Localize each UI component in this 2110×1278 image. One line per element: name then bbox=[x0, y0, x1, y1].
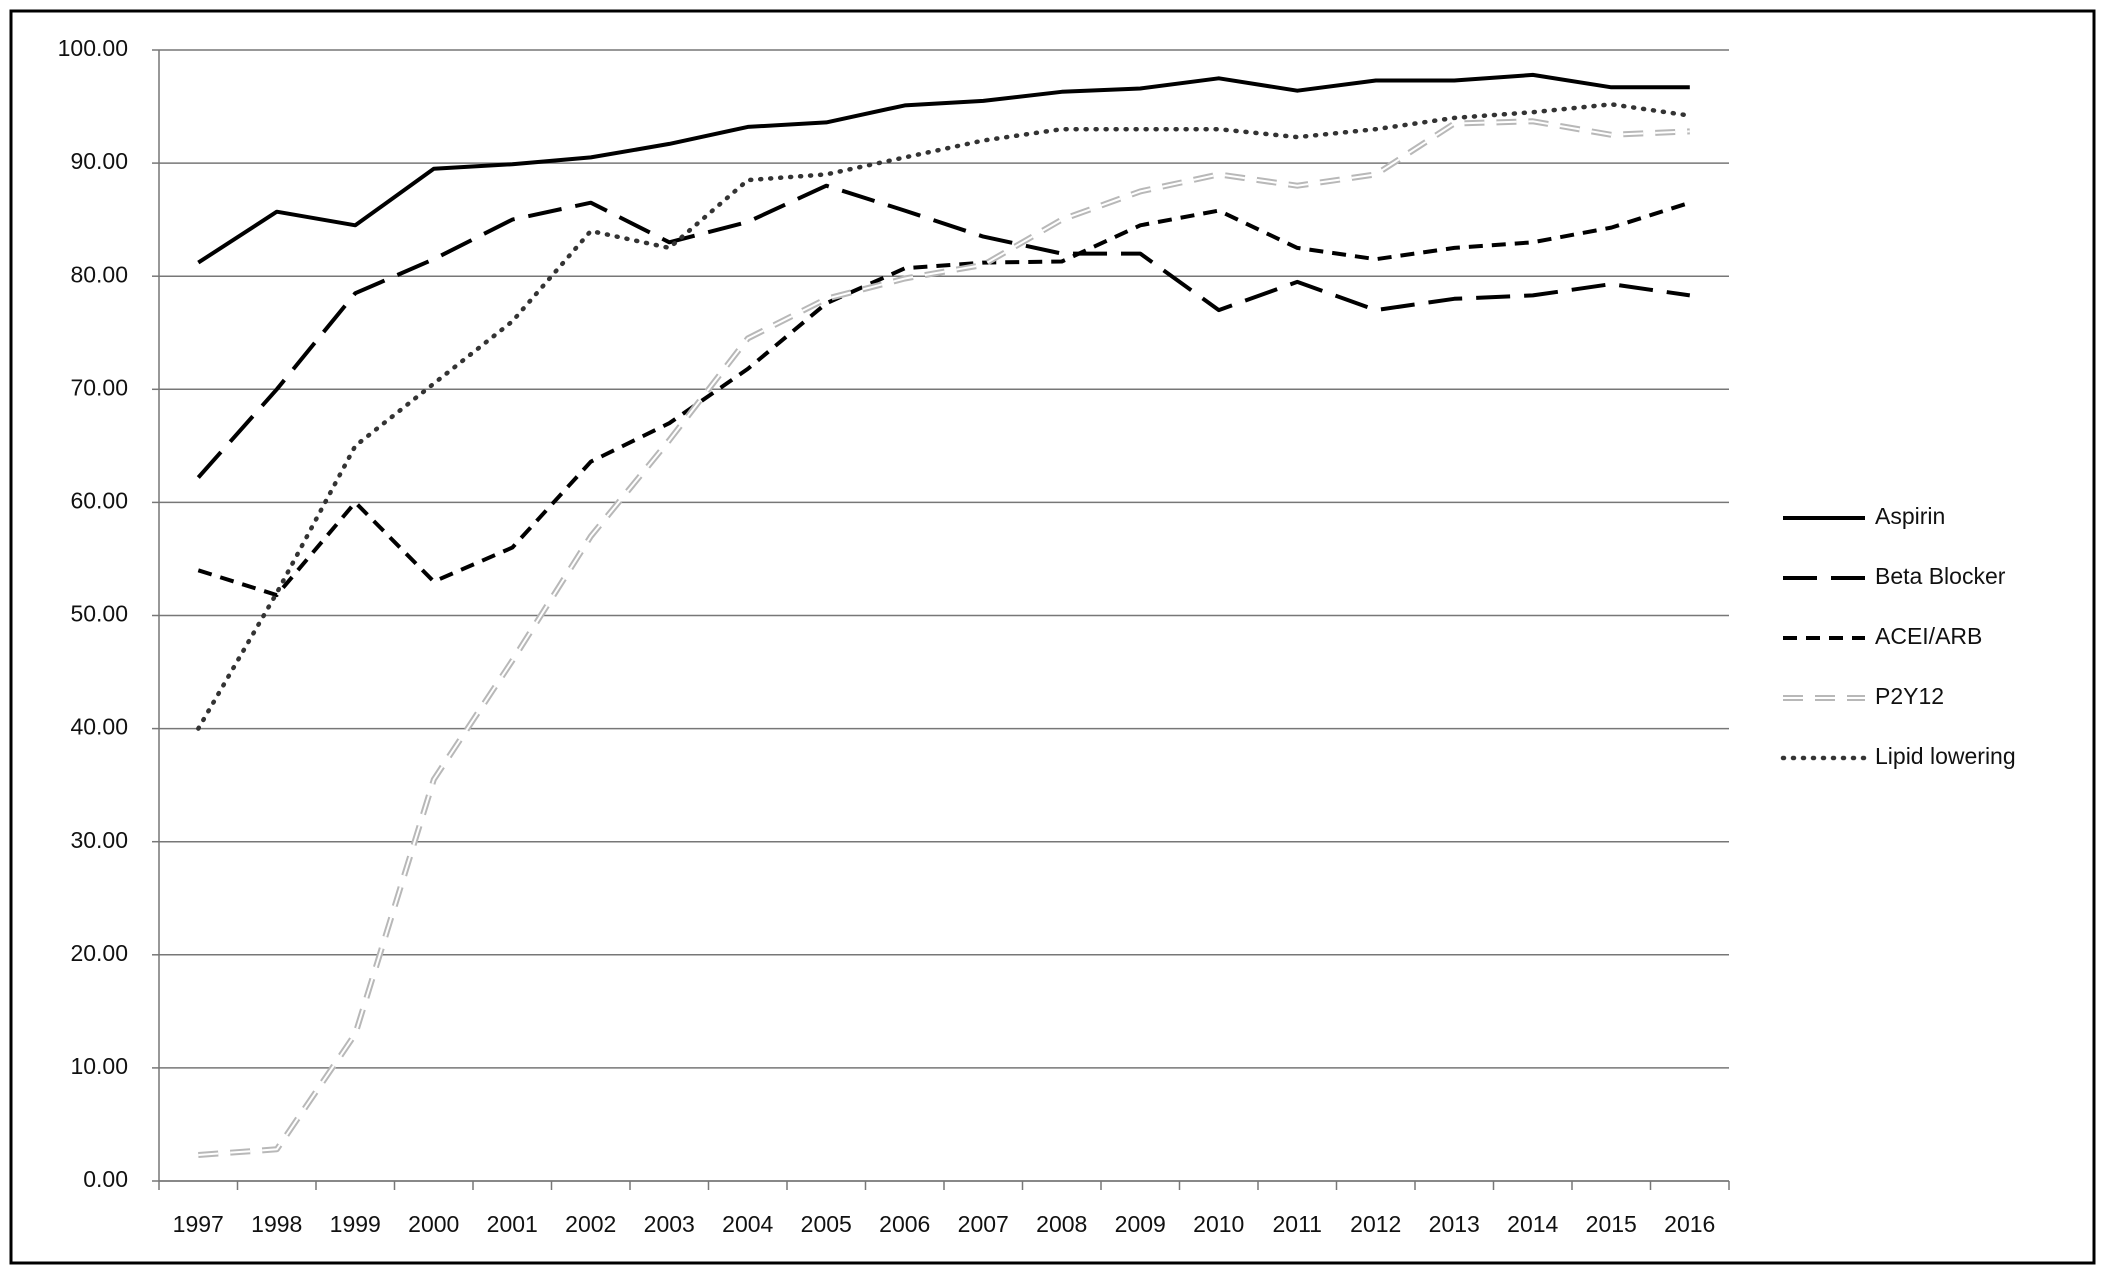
y-tick-label: 60.00 bbox=[70, 487, 128, 513]
x-tick-label: 2002 bbox=[565, 1211, 616, 1237]
y-tick-label: 30.00 bbox=[70, 827, 128, 853]
y-tick-label: 100.00 bbox=[58, 35, 128, 61]
legend-label: Beta Blocker bbox=[1875, 563, 2006, 589]
legend-label: Aspirin bbox=[1875, 503, 1945, 529]
legend-label: Lipid lowering bbox=[1875, 743, 2016, 769]
x-tick-label: 1998 bbox=[251, 1211, 302, 1237]
x-tick-label: 2005 bbox=[801, 1211, 852, 1237]
series-line-inner bbox=[198, 120, 1690, 1156]
y-tick-label: 70.00 bbox=[70, 374, 128, 400]
series-line bbox=[196, 102, 1693, 731]
x-tick-label: 2009 bbox=[1115, 1211, 1166, 1237]
x-tick-label: 2006 bbox=[879, 1211, 930, 1237]
x-tick-label: 2016 bbox=[1664, 1211, 1715, 1237]
series-line bbox=[197, 200, 1691, 598]
y-tick-label: 40.00 bbox=[70, 714, 128, 740]
legend-label: ACEI/ARB bbox=[1875, 623, 1982, 649]
x-tick-label: 1997 bbox=[173, 1211, 224, 1237]
x-tick-label: 2013 bbox=[1429, 1211, 1480, 1237]
x-tick-label: 2015 bbox=[1586, 1211, 1637, 1237]
y-tick-label: 80.00 bbox=[70, 261, 128, 287]
x-tick-label: 2003 bbox=[644, 1211, 695, 1237]
y-tick-label: 20.00 bbox=[70, 940, 128, 966]
x-tick-label: 2007 bbox=[958, 1211, 1009, 1237]
y-tick-label: 90.00 bbox=[70, 148, 128, 174]
chart-frame bbox=[9, 9, 2096, 1265]
x-tick-label: 2014 bbox=[1507, 1211, 1558, 1237]
x-tick-label: 2008 bbox=[1036, 1211, 1087, 1237]
x-tick-label: 2001 bbox=[487, 1211, 538, 1237]
y-tick-label: 10.00 bbox=[70, 1053, 128, 1079]
x-tick-label: 2004 bbox=[722, 1211, 773, 1237]
x-tick-label: 2011 bbox=[1273, 1211, 1322, 1237]
series-line bbox=[196, 183, 1691, 479]
series-line bbox=[197, 72, 1690, 265]
x-tick-label: 2010 bbox=[1193, 1211, 1244, 1237]
legend-label: P2Y12 bbox=[1875, 683, 1944, 709]
x-tick-label: 2012 bbox=[1350, 1211, 1401, 1237]
y-tick-label: 50.00 bbox=[70, 601, 128, 627]
x-tick-label: 2000 bbox=[408, 1211, 459, 1237]
x-tick-label: 1999 bbox=[330, 1211, 381, 1237]
y-tick-label: 0.00 bbox=[83, 1166, 128, 1192]
